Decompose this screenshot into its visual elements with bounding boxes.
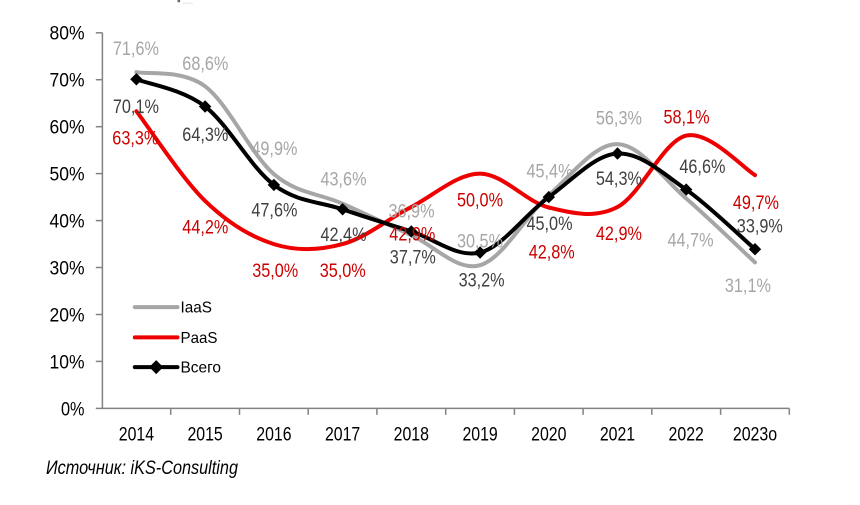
svg-text:70,1%: 70,1%: [113, 97, 159, 118]
svg-text:20%: 20%: [50, 305, 85, 326]
svg-text:30,5%: 30,5%: [457, 232, 503, 253]
svg-text:80%: 80%: [50, 24, 85, 45]
svg-text:42,4%: 42,4%: [321, 225, 367, 246]
svg-text:33,9%: 33,9%: [737, 217, 783, 238]
svg-text:2016: 2016: [256, 424, 291, 445]
svg-text:30%: 30%: [50, 258, 85, 279]
svg-text:2019: 2019: [462, 424, 497, 445]
svg-text:49,9%: 49,9%: [251, 139, 297, 160]
svg-text:58,1%: 58,1%: [664, 108, 710, 129]
svg-text:2014: 2014: [119, 424, 155, 445]
svg-text:49,7%: 49,7%: [733, 193, 779, 214]
svg-text:2020: 2020: [531, 424, 566, 445]
svg-text:0%: 0%: [61, 399, 85, 420]
svg-text:Источник: iKS-Consulting: Источник: iKS-Consulting: [46, 458, 238, 479]
svg-text:10%: 10%: [50, 352, 85, 373]
svg-text:36,9%: 36,9%: [389, 201, 435, 222]
svg-text:44,7%: 44,7%: [668, 231, 714, 252]
svg-text:71,6%: 71,6%: [113, 39, 159, 60]
svg-text:Всего: Всего: [181, 360, 222, 377]
svg-text:47,6%: 47,6%: [251, 200, 297, 221]
svg-text:35,0%: 35,0%: [252, 261, 298, 282]
svg-text:2021: 2021: [600, 424, 635, 445]
svg-text:63,3%: 63,3%: [112, 128, 158, 149]
svg-text:45,0%: 45,0%: [527, 214, 573, 235]
svg-text:54,3%: 54,3%: [596, 169, 642, 190]
svg-text:PaaS: PaaS: [181, 330, 218, 347]
svg-text:2015: 2015: [187, 424, 222, 445]
svg-text:2018: 2018: [394, 424, 429, 445]
svg-text:70%: 70%: [50, 71, 85, 92]
svg-text:64,3%: 64,3%: [182, 125, 228, 146]
svg-text:42,8%: 42,8%: [529, 242, 575, 263]
svg-text:35,0%: 35,0%: [320, 261, 366, 282]
svg-text:42,9%: 42,9%: [389, 224, 435, 245]
svg-text:2017: 2017: [325, 424, 360, 445]
svg-text:68,6%: 68,6%: [182, 54, 228, 75]
svg-text:42,9%: 42,9%: [596, 224, 642, 245]
svg-text:56,3%: 56,3%: [596, 108, 642, 129]
svg-text:2022: 2022: [669, 424, 704, 445]
svg-text:2023о: 2023о: [733, 424, 777, 445]
svg-text:33,2%: 33,2%: [459, 271, 505, 292]
svg-text:40%: 40%: [50, 212, 85, 233]
svg-text:31,1%: 31,1%: [725, 276, 771, 297]
svg-text:46,6%: 46,6%: [679, 157, 725, 178]
svg-text:44,2%: 44,2%: [182, 217, 228, 238]
svg-text:IaaS: IaaS: [181, 300, 213, 317]
svg-text:50%: 50%: [50, 165, 85, 186]
svg-text:45,4%: 45,4%: [527, 162, 573, 183]
svg-text:37,7%: 37,7%: [390, 248, 436, 269]
svg-text:43,6%: 43,6%: [321, 170, 367, 191]
svg-text:50,0%: 50,0%: [457, 190, 503, 211]
svg-text:60%: 60%: [50, 118, 85, 139]
